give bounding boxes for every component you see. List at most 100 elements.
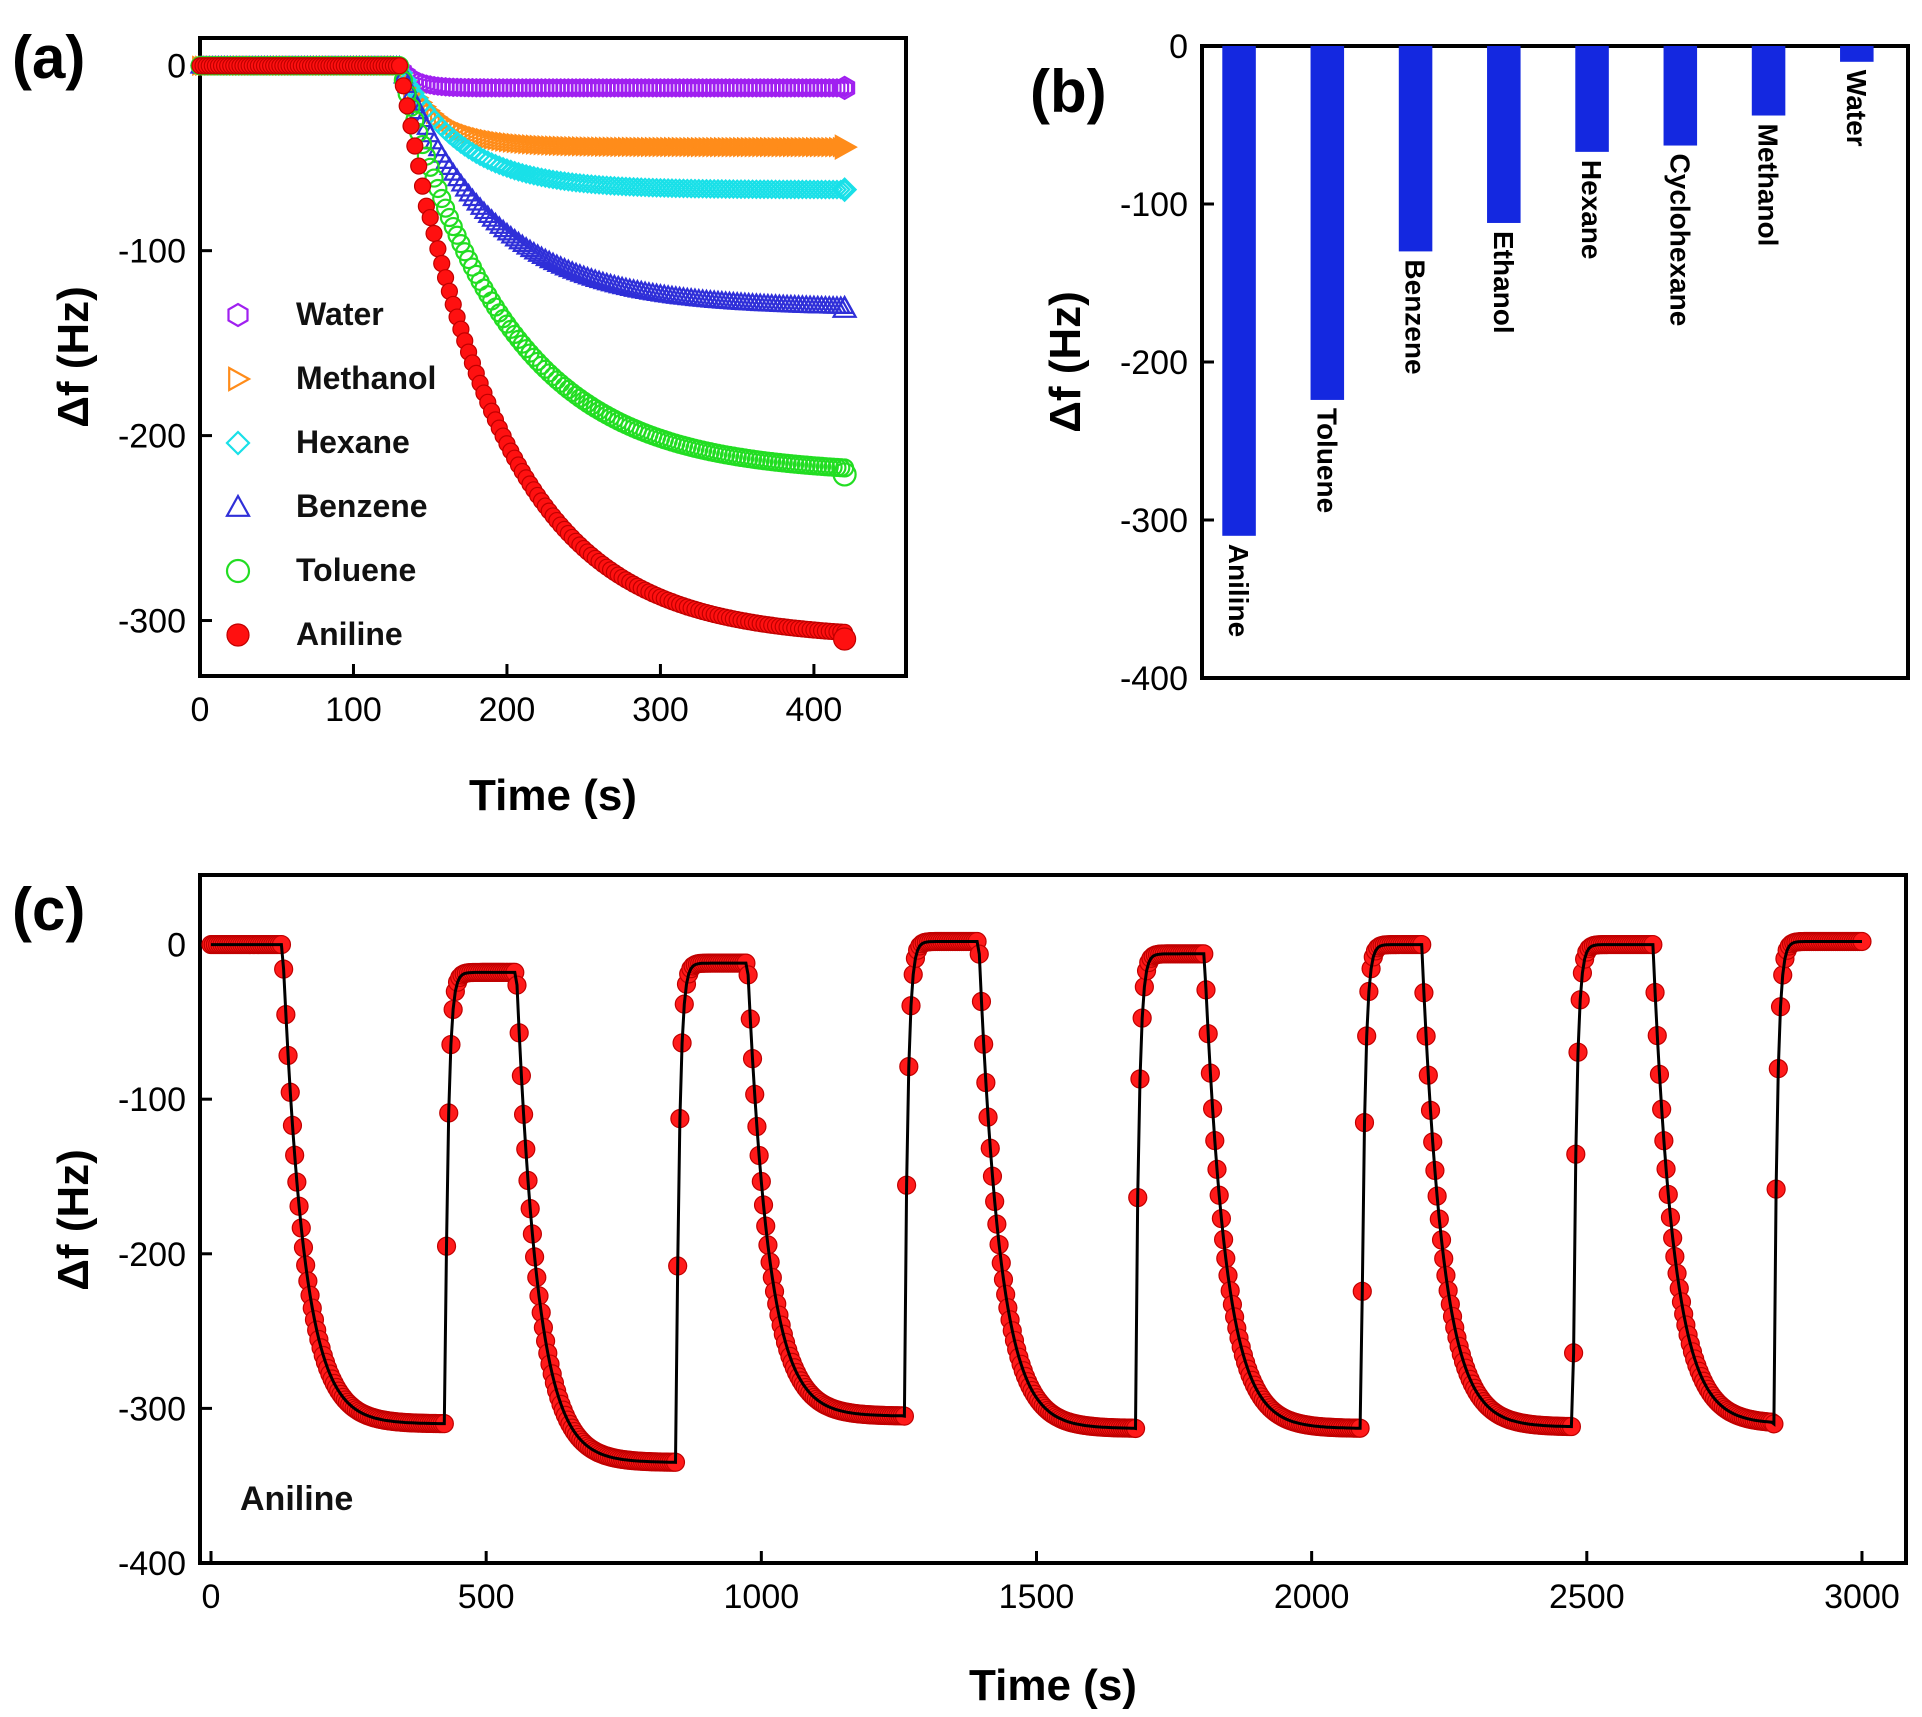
data-point — [832, 136, 852, 158]
data-point — [402, 117, 420, 135]
data-point-end — [831, 294, 858, 318]
panel-a-series — [189, 54, 858, 651]
bar-hexane — [1575, 46, 1609, 152]
panel-c-xlabel: Time (s) — [969, 1661, 1137, 1710]
panel-a-legend: Water Methanol Hexane Benzene Toluene Aniline — [225, 296, 436, 652]
data-point — [834, 179, 855, 200]
panel-b-ticks: 0 -100 -200 -300 -400 — [1120, 28, 1214, 698]
data-point — [508, 161, 529, 182]
data-point — [425, 224, 443, 243]
data-point — [519, 164, 541, 185]
data-point — [429, 240, 447, 258]
data-point — [826, 179, 847, 200]
data-point — [500, 224, 522, 244]
data-point — [390, 57, 409, 75]
data-point — [432, 188, 452, 209]
data-point — [413, 177, 432, 195]
y-tick-label: -300 — [118, 603, 186, 641]
bar-cyclohexane — [1663, 46, 1698, 146]
y-tick-label: -100 — [118, 233, 186, 271]
data-point — [443, 216, 463, 237]
data-point — [836, 136, 856, 158]
bar-water — [1840, 46, 1874, 62]
y-tick-label: -200 — [1120, 344, 1188, 382]
data-point — [473, 200, 495, 220]
x-tick-label: 400 — [786, 691, 843, 729]
legend-label: Toluene — [296, 552, 416, 588]
data-point — [512, 162, 533, 183]
data-point — [462, 187, 483, 207]
x-tick-label: 0 — [202, 1578, 221, 1616]
panel-a-frame — [198, 36, 908, 678]
data-point — [542, 169, 564, 190]
data-point — [482, 291, 502, 311]
x-tick-label: 1500 — [999, 1578, 1075, 1616]
panel-a-ticks: 0 100 200 300 400 0 -100 -200 -300 — [118, 48, 842, 729]
bar-label: Cyclohexane — [1664, 154, 1695, 327]
series-toluene — [190, 56, 857, 487]
data-point — [534, 247, 556, 267]
data-point — [394, 77, 412, 95]
data-point — [465, 191, 487, 211]
bar-label: Ethanol — [1488, 231, 1519, 334]
panel-a-label: (a) — [12, 24, 85, 91]
data-point — [508, 230, 529, 250]
bar-toluene — [1310, 46, 1345, 400]
panel-a: (a) 0 100 200 300 400 0 -100 -200 -300 Water Meth… — [12, 24, 908, 820]
bar-benzene — [1398, 46, 1433, 252]
data-point — [421, 208, 439, 227]
bar-label: Water — [1841, 70, 1872, 147]
series-aniline — [191, 57, 857, 651]
panel-c-ylabel: Δf (Hz) — [49, 1149, 98, 1291]
bar-methanol — [1751, 46, 1786, 116]
data-point — [527, 166, 548, 187]
panel-b-ylabel: Δf (Hz) — [1041, 291, 1090, 433]
y-tick-label: -400 — [1120, 660, 1188, 698]
data-point — [435, 198, 456, 218]
panel-a-xlabel: Time (s) — [469, 771, 637, 820]
legend-label: Hexane — [296, 424, 410, 460]
data-point — [488, 215, 510, 234]
data-point — [836, 78, 854, 98]
data-point — [469, 196, 491, 215]
panel-c-annotation: Aniline — [240, 1480, 353, 1518]
legend-label: Methanol — [296, 360, 436, 396]
data-point-end — [832, 177, 858, 203]
data-point — [516, 163, 537, 184]
legend-label: Water — [296, 296, 384, 332]
data-point — [519, 238, 541, 258]
y-tick-label: 0 — [1169, 28, 1188, 66]
data-point — [828, 78, 846, 98]
legend-label: Aniline — [296, 616, 403, 652]
y-tick-label: 0 — [167, 927, 186, 965]
data-point — [511, 233, 533, 253]
bar-label: Methanol — [1753, 124, 1784, 247]
data-point-end — [832, 462, 857, 487]
x-tick-label: 2500 — [1549, 1578, 1625, 1616]
panel-a-ylabel: Δf (Hz) — [49, 286, 98, 428]
data-point — [550, 170, 571, 191]
data-point-end — [833, 75, 856, 101]
data-point — [523, 240, 545, 260]
x-tick-label: 2000 — [1274, 1578, 1350, 1616]
data-point — [492, 218, 514, 238]
y-tick-label: 0 — [167, 48, 186, 86]
y-tick-label: -100 — [118, 1081, 186, 1119]
data-point — [538, 249, 560, 269]
y-tick-label: -300 — [1120, 502, 1188, 540]
x-tick-label: 3000 — [1824, 1578, 1900, 1616]
legend-marker — [228, 366, 252, 392]
x-tick-label: 500 — [458, 1578, 515, 1616]
legend-marker — [225, 558, 251, 584]
panel-c-frame — [198, 873, 1908, 1565]
data-point — [539, 168, 560, 189]
bar-ethanol — [1487, 46, 1521, 223]
data-point — [504, 227, 525, 247]
legend-marker — [226, 623, 250, 647]
data-point — [523, 165, 544, 186]
data-point — [531, 245, 552, 265]
bar-label: Toluene — [1311, 408, 1342, 513]
data-point — [428, 178, 448, 199]
data-point-end — [833, 627, 857, 651]
